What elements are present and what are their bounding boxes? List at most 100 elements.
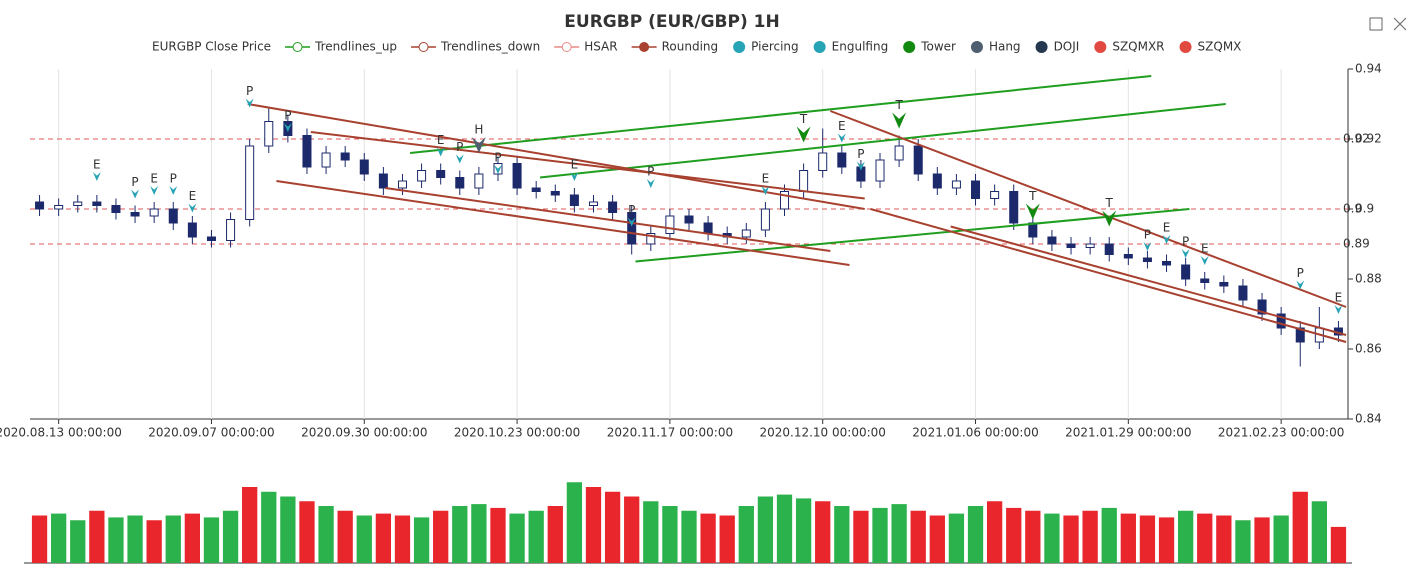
trendline (829, 110, 1347, 308)
volume-bar (452, 506, 468, 563)
volume-bar (509, 513, 525, 563)
volume-bar (624, 496, 640, 563)
pattern-marker (1296, 280, 1305, 290)
volume-bar (1025, 510, 1041, 563)
pattern-marker (892, 112, 907, 129)
zoom-icon[interactable] (1369, 17, 1383, 31)
volume-bar (853, 510, 869, 563)
pattern-marker (131, 189, 140, 199)
pattern-marker (245, 98, 254, 108)
volume-bar (528, 510, 544, 563)
candle-body (1162, 261, 1172, 266)
pattern-marker (796, 126, 811, 143)
legend-label: Piercing (751, 40, 799, 54)
candle-body (1085, 243, 1095, 248)
candle-body (799, 170, 809, 192)
pattern-marker (436, 147, 445, 157)
pattern-label: E (571, 158, 579, 172)
legend-symbol (1035, 41, 1048, 53)
volume-bar (585, 487, 602, 563)
volume-bar (375, 513, 392, 563)
pattern-marker (1200, 256, 1209, 265)
volume-bar (89, 510, 105, 563)
pattern-label: E (1163, 221, 1171, 235)
candle-body (1047, 236, 1057, 245)
candle-body (665, 215, 675, 234)
candle-body (206, 236, 216, 241)
volume-bar (986, 501, 1003, 563)
volume-bar (1177, 510, 1194, 563)
volume-bar (757, 496, 774, 563)
candle-body (741, 229, 751, 238)
x-tick-label: 2020.11.17 00:00:00 (607, 426, 733, 440)
pattern-label: T (799, 112, 808, 126)
pattern-marker (1334, 305, 1343, 314)
pattern-label: T (1028, 189, 1037, 203)
chart-title: EURGBP (EUR/GBP) 1H (564, 12, 779, 32)
pattern-label: E (93, 158, 101, 172)
pattern-marker (1162, 235, 1171, 244)
volume-bar (280, 496, 296, 563)
y-tick-label: 0.9 (1355, 202, 1374, 216)
volume-bar (222, 510, 239, 563)
candle-body (512, 163, 522, 189)
volume-bar (815, 501, 831, 563)
candle-body (875, 159, 885, 182)
volume-bar (108, 517, 124, 563)
legend-label: Tower (920, 40, 956, 54)
pattern-label: P (1144, 228, 1151, 242)
candle-body (1142, 257, 1152, 262)
volume-bar (1139, 515, 1156, 563)
volume-bar (490, 507, 506, 563)
candle-body (646, 233, 656, 245)
pattern-label: E (189, 189, 197, 203)
volume-bar (643, 501, 659, 563)
restore-icon[interactable] (1393, 17, 1407, 31)
hsar-label: 0.89 (1343, 237, 1370, 251)
y-tick-label: 0.94 (1355, 62, 1382, 76)
pattern-label: P (456, 140, 463, 154)
pattern-label: E (150, 172, 158, 186)
legend-label: DOJI (1054, 40, 1080, 54)
candle-body (264, 121, 274, 147)
volume-bar (566, 482, 583, 563)
volume-bar (413, 517, 430, 563)
pattern-marker (1181, 249, 1190, 258)
pattern-marker (1102, 210, 1117, 227)
pattern-label: P (647, 165, 654, 179)
legend-symbol (1094, 41, 1107, 53)
volume-bar (203, 517, 220, 563)
volume-bar (261, 491, 277, 563)
legend-label: SZQMXR (1112, 40, 1164, 54)
candle-body (1066, 243, 1076, 248)
candle-body (779, 191, 790, 210)
candle-body (54, 205, 64, 210)
candle-body (971, 180, 981, 199)
trendline (950, 225, 1347, 336)
candle-body (359, 159, 369, 175)
candle-body (168, 208, 178, 224)
legend-label: Trendlines_down (440, 40, 540, 54)
volume-bar (184, 513, 201, 563)
candle-body (951, 180, 961, 189)
pattern-marker (150, 186, 159, 195)
pattern-marker (471, 137, 486, 153)
candle-body (73, 201, 83, 206)
candle-body (340, 152, 350, 161)
trendline (310, 131, 865, 200)
pattern-marker (169, 186, 178, 195)
candle-body (913, 145, 923, 175)
volume-bar (681, 510, 697, 563)
pattern-label: E (838, 119, 846, 133)
pattern-label: P (857, 147, 864, 161)
pattern-marker (1025, 203, 1040, 220)
candle-body (1009, 191, 1019, 224)
toolbox[interactable] (1369, 17, 1407, 31)
legend-label: Engulfing (832, 40, 889, 54)
x-tick-label: 2021.02.23 00:00:00 (1218, 426, 1344, 440)
volume-bar (356, 515, 372, 563)
candle-body (818, 152, 828, 171)
x-tick-label: 2021.01.29 00:00:00 (1065, 426, 1191, 440)
volume-bar (1311, 501, 1327, 563)
candle-body (226, 219, 236, 241)
